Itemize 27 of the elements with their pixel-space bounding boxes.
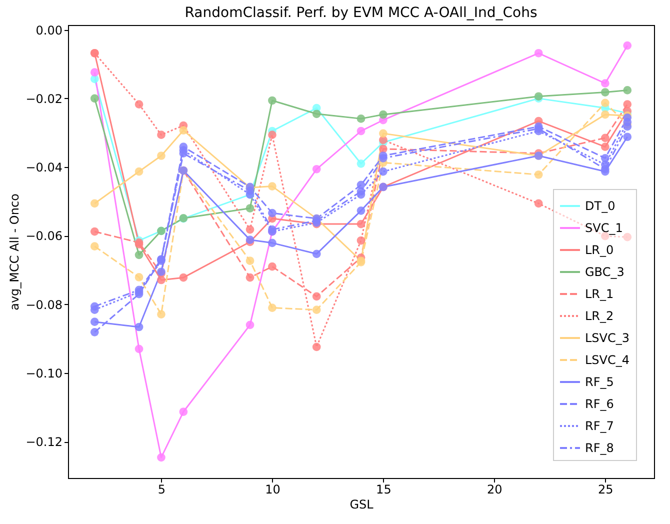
legend-label: LSVC_3 (585, 331, 630, 345)
y-tick-label: −0.10 (26, 366, 62, 380)
y-tick-label: −0.04 (26, 160, 62, 175)
y-tick-label: 0.00 (36, 23, 62, 38)
chart-title: RandomClassif. Perf. by EVM MCC A-OAll_Ind_Cohs (184, 4, 538, 21)
legend-label: RF_5 (585, 375, 614, 389)
legend-label: LR_1 (585, 287, 614, 301)
y-tick-label: −0.08 (26, 298, 62, 312)
x-tick-label: 10 (265, 482, 280, 496)
legend-label: LSVC_4 (585, 353, 630, 367)
x-tick-label: 15 (376, 482, 392, 496)
legend-label: DT_0 (585, 199, 616, 213)
legend-label: LR_0 (585, 243, 614, 257)
x-tick-label: 25 (598, 482, 614, 496)
legend-label: GBC_3 (585, 265, 624, 279)
legend-label: RF_8 (585, 441, 614, 455)
x-tick-label: 20 (487, 482, 502, 496)
y-tick-label: −0.12 (26, 435, 62, 450)
y-tick-label: −0.02 (26, 92, 62, 106)
legend-label: RF_6 (585, 397, 614, 411)
y-tick-label: −0.06 (26, 229, 62, 244)
legend-label: RF_7 (585, 419, 614, 433)
x-tick-label: 5 (158, 482, 166, 496)
legend-label: LR_2 (585, 309, 614, 323)
legend-label: SVC_1 (585, 221, 623, 235)
x-axis-title: GSL (350, 498, 374, 512)
y-axis-title: avg_MCC All - Onco (8, 194, 22, 310)
